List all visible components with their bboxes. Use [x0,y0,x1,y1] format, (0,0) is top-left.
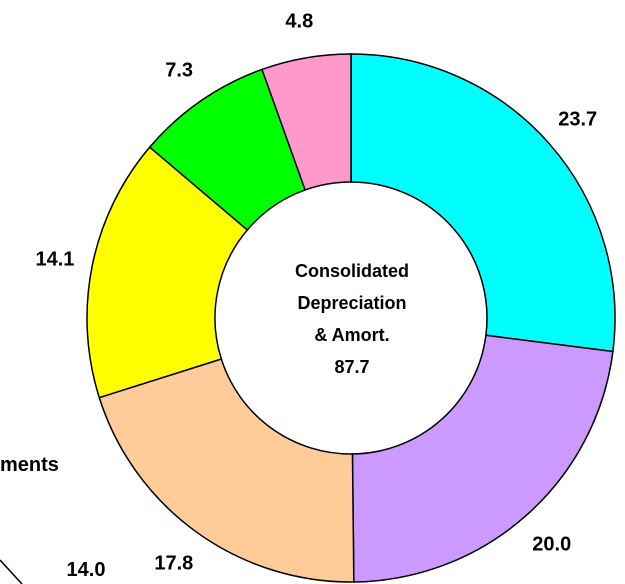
donut-slice-17.8 [98,358,355,583]
slice-value-label: 7.3 [165,60,193,82]
slice-labels: 23.7 20.0 17.8 14.1 7.3 4.8 [35,10,597,574]
truncated-category-label: ments [0,454,59,476]
slice-value-label: 20.0 [532,534,571,556]
donut-slice-4.8 [261,53,352,191]
neighbor-slice-edge [0,559,23,584]
center-label-line-2: Depreciation [297,293,406,313]
donut-slice-14.1 [86,146,249,399]
donut-slice-23.7 [350,53,616,353]
slice-value-label: 4.8 [285,10,313,32]
donut-segments [86,53,616,583]
center-label-total: 87.7 [334,357,369,377]
donut-center-label: Consolidated Depreciation & Amort. 87.7 [295,261,409,377]
donut-slice-20.0 [351,334,614,583]
slice-value-label: 17.8 [154,553,193,575]
slice-value-label: 23.7 [558,108,597,130]
slice-value-label: 14.1 [35,248,74,270]
center-label-line-3: & Amort. [314,325,389,345]
center-label-line-1: Consolidated [295,261,409,281]
neighbor-value-label: 14.0 [67,559,106,581]
